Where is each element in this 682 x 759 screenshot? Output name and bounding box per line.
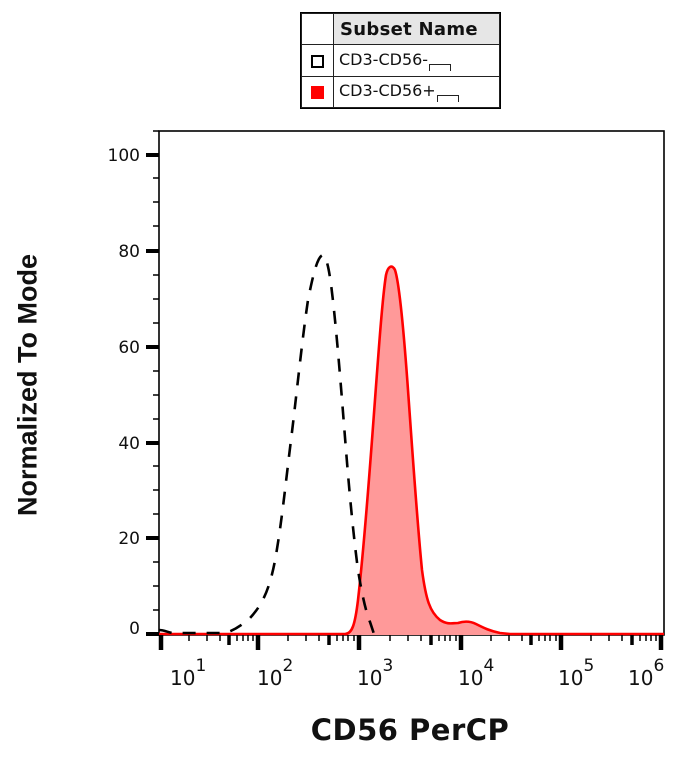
series-cd3-cd56-pos-line <box>159 265 664 636</box>
y-axis-label: Normalized To Mode <box>12 253 43 517</box>
legend-item: CD3-CD56+ <box>301 75 500 109</box>
y-tick-label: 60 <box>118 338 140 358</box>
legend-blank-field <box>436 95 459 103</box>
legend-item: CD3-CD56- <box>301 44 500 77</box>
x-tick-label: 104 <box>458 656 494 690</box>
series-cd3-cd56-neg-line <box>158 253 376 635</box>
x-tick-label: 105 <box>558 656 594 690</box>
x-axis-label: CD56 PerCP <box>310 713 510 747</box>
legend-blank-field <box>429 63 452 71</box>
y-tick-label: 0 <box>129 619 140 639</box>
y-tick-label: 100 <box>108 146 140 166</box>
y-axis <box>146 130 159 636</box>
x-tick-label: 103 <box>357 656 393 690</box>
legend-swatch-outline-icon <box>311 54 324 68</box>
x-axis <box>158 635 664 650</box>
x-tick-label: 106 <box>628 656 664 690</box>
legend-item-label: CD3-CD56+ <box>339 81 436 101</box>
legend-item-label: CD3-CD56- <box>339 49 429 69</box>
x-tick-label: 102 <box>257 656 293 690</box>
y-tick-label: 80 <box>118 242 140 262</box>
legend-header: Subset Name <box>333 12 500 46</box>
x-tick-label: 101 <box>170 656 206 690</box>
legend: Subset Name CD3-CD56- CD3-CD56+ <box>300 12 501 109</box>
y-tick-label: 20 <box>118 529 140 549</box>
y-tick-label: 40 <box>118 434 140 454</box>
legend-swatch-filled-icon <box>311 86 324 100</box>
